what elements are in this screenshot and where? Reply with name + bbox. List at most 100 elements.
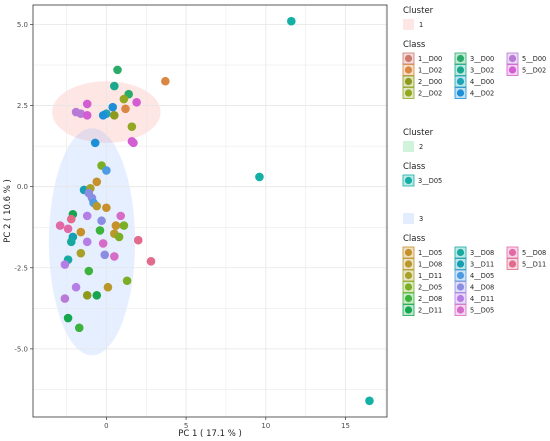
data-point bbox=[66, 214, 76, 224]
legend-class-marker bbox=[508, 66, 517, 74]
data-point bbox=[132, 98, 141, 107]
legend-class-title: Class bbox=[403, 162, 426, 172]
legend-class-marker bbox=[404, 271, 413, 280]
legend-class-label: 3__D02 bbox=[470, 67, 494, 75]
legend-class-marker bbox=[404, 89, 413, 97]
data-point bbox=[100, 250, 110, 260]
legend-group-cluster-1: Cluster 1 Class 1__D00 1__D02 2__D00 2__D02 3__… bbox=[402, 6, 546, 99]
data-point bbox=[97, 216, 106, 226]
data-point bbox=[60, 294, 70, 303]
legend-group-cluster-2: Cluster 2 Class 3__D05 bbox=[402, 128, 442, 187]
legend-class-marker bbox=[404, 66, 413, 74]
data-point bbox=[71, 282, 81, 292]
legend-class-marker bbox=[456, 248, 465, 257]
legend-class-label: 1__D11 bbox=[418, 272, 442, 280]
y-tick-label: -5.0 bbox=[14, 345, 28, 353]
legend-cluster-label: 2 bbox=[419, 143, 423, 151]
data-point bbox=[110, 81, 119, 91]
y-tick-label: -2.5 bbox=[14, 264, 28, 272]
legend-class-label: 5__D05 bbox=[470, 307, 494, 315]
data-point bbox=[129, 138, 138, 148]
data-point bbox=[92, 201, 102, 211]
data-point bbox=[82, 237, 92, 247]
data-point bbox=[55, 221, 65, 230]
data-point bbox=[82, 291, 92, 300]
data-point bbox=[63, 224, 73, 234]
legend-class-marker bbox=[456, 89, 465, 97]
legend-class-marker bbox=[456, 54, 465, 63]
x-tick-label: 0 bbox=[104, 422, 108, 430]
legend-class-marker bbox=[456, 283, 465, 291]
legend-class-label: 2__D11 bbox=[418, 307, 442, 315]
legend-class-title: Class bbox=[403, 234, 426, 244]
legend-cluster-key bbox=[403, 213, 414, 224]
legend-class-label: 4__D08 bbox=[470, 284, 494, 292]
data-point bbox=[98, 239, 108, 248]
legend-class-label: 4__D05 bbox=[470, 272, 494, 280]
data-point bbox=[76, 248, 86, 258]
data-point bbox=[90, 138, 100, 148]
data-point bbox=[287, 16, 296, 26]
legend-class-label: 1__D05 bbox=[418, 249, 442, 257]
legend-class-label: 3__D11 bbox=[470, 261, 494, 269]
data-point bbox=[119, 94, 129, 104]
legend-class-marker bbox=[404, 77, 413, 86]
data-point bbox=[365, 396, 374, 406]
legend: Cluster 1 Class 1__D00 1__D02 2__D00 2__D02 3__… bbox=[402, 6, 546, 316]
legend-class-label: 3__D08 bbox=[470, 249, 494, 257]
data-point bbox=[92, 177, 102, 187]
legend-class-label: 5__D00 bbox=[522, 55, 546, 63]
data-point bbox=[98, 110, 108, 120]
legend-class-label: 5__D02 bbox=[522, 67, 546, 75]
legend-class-marker bbox=[456, 77, 465, 86]
legend-class-label: 4__D02 bbox=[470, 90, 494, 98]
data-point bbox=[114, 232, 124, 242]
data-points bbox=[55, 16, 374, 406]
legend-cluster-title: Cluster bbox=[403, 128, 434, 138]
data-point bbox=[82, 110, 92, 120]
data-point bbox=[111, 221, 121, 230]
legend-class-label: 5__D11 bbox=[522, 261, 546, 269]
legend-cluster-key bbox=[403, 19, 414, 30]
data-point bbox=[102, 203, 111, 213]
data-point bbox=[60, 260, 70, 269]
plot-frame bbox=[32, 4, 388, 418]
legend-cluster-title: Cluster bbox=[403, 6, 434, 16]
legend-class-marker bbox=[508, 248, 517, 257]
x-axis-ticks: 0 5 10 15 bbox=[104, 417, 350, 430]
data-point bbox=[110, 252, 119, 261]
legend-class-label: 2__D08 bbox=[418, 295, 442, 303]
legend-class-label: 1__D00 bbox=[418, 55, 442, 63]
legend-class-marker bbox=[456, 306, 465, 314]
data-point bbox=[146, 256, 156, 266]
legend-class-marker bbox=[404, 248, 413, 257]
data-point bbox=[122, 276, 132, 286]
data-point bbox=[127, 122, 137, 131]
legend-class-title: Class bbox=[403, 40, 426, 50]
data-point bbox=[63, 313, 73, 323]
legend-class-marker bbox=[404, 260, 413, 268]
legend-class-label: 2__D05 bbox=[418, 284, 442, 292]
data-point bbox=[255, 172, 264, 182]
legend-class-label: 4__D11 bbox=[470, 295, 494, 303]
legend-cluster-label: 1 bbox=[419, 21, 423, 29]
data-point bbox=[116, 211, 126, 221]
legend-class-label: 2__D02 bbox=[418, 90, 442, 98]
legend-class-marker bbox=[404, 54, 413, 63]
data-point bbox=[82, 211, 92, 221]
data-point bbox=[108, 102, 118, 112]
data-point bbox=[113, 65, 122, 75]
data-point bbox=[82, 99, 92, 109]
legend-class-label: 2__D00 bbox=[418, 78, 442, 86]
legend-class-marker bbox=[404, 294, 413, 303]
legend-class-marker bbox=[404, 306, 413, 314]
data-point bbox=[119, 221, 129, 230]
data-point bbox=[76, 227, 86, 237]
legend-class-label: 5__D08 bbox=[522, 249, 546, 257]
y-axis-ticks: 5.0 2.5 0.0 -2.5 -5.0 bbox=[14, 21, 33, 353]
legend-cluster-label: 3 bbox=[419, 215, 423, 223]
data-point bbox=[84, 266, 94, 276]
data-point bbox=[133, 235, 143, 245]
